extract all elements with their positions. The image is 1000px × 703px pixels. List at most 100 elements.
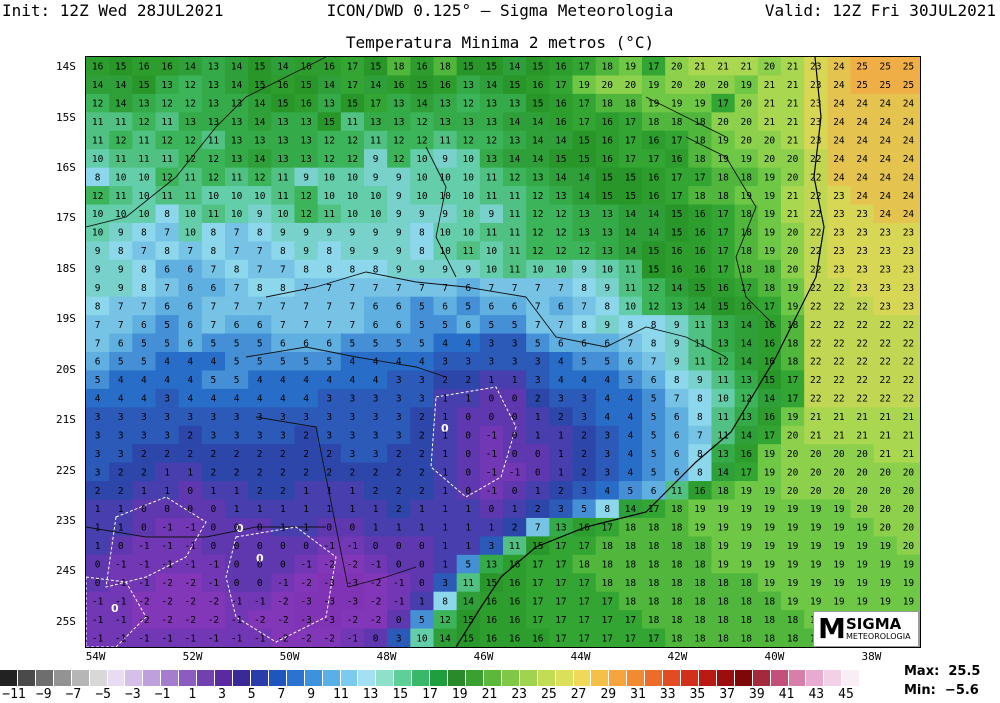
temperature-cell [294,388,319,408]
temperature-cell [248,388,272,408]
temperature-cell [896,315,920,335]
temperature-value: 14 [486,80,498,91]
temperature-cell [572,573,597,593]
temperature-cell [734,130,759,150]
temperature-value: 19 [764,449,776,460]
temperature-cell [757,591,782,611]
temperature-value: 19 [741,486,753,497]
temperature-value: 13 [741,375,752,386]
temperature-value: 15 [463,62,474,73]
temperature-value: 22 [880,375,891,386]
temperature-value: 8 [697,449,703,460]
temperature-value: 13 [138,99,149,110]
temperature-cell [734,591,759,611]
temperature-cell [734,222,759,242]
temperature-value: 13 [555,191,566,202]
temperature-value: 3 [326,412,332,423]
temperature-cell [757,112,782,132]
temperature-value: 5 [280,357,286,368]
temperature-cell [294,628,319,647]
temperature-value: 21 [903,430,915,441]
temperature-value: 19 [717,504,729,515]
temperature-value: 0 [419,578,425,589]
temperature-cell [294,481,319,501]
temperature-value: 11 [115,191,127,202]
temperature-value: 16 [555,62,567,73]
temperature-cell [317,591,342,611]
temperature-cell [827,296,852,316]
temperature-cell [665,407,689,427]
temperature-value: 8 [651,320,657,331]
temperature-value: 15 [625,172,636,183]
temperature-cell [132,536,157,556]
temperature-cell [804,481,828,501]
temperature-cell [364,628,388,647]
temperature-value: 5 [651,467,657,478]
temperature-cell [896,388,920,408]
temperature-cell [549,499,574,519]
temperature-value: 20 [856,504,868,515]
temperature-cell [642,388,666,408]
temperature-cell [642,57,666,77]
temperature-cell [850,591,875,611]
temperature-cell [642,352,666,372]
temperature-cell [271,130,296,150]
temperature-value: 7 [95,338,101,349]
temperature-value: 11 [185,172,197,183]
temperature-cell [109,130,133,150]
temperature-value: 23 [810,99,821,110]
temperature-cell [294,222,319,242]
temperature-value: 20 [671,62,683,73]
temperature-value: 22 [833,357,844,368]
temperature-value: 18 [671,117,683,128]
temperature-value: 18 [648,117,660,128]
temperature-value: 9 [442,154,448,165]
temperature-value: 14 [231,62,243,73]
color-scale-swatch [716,670,735,686]
temperature-value: 19 [903,578,915,589]
temperature-value: 2 [558,486,564,497]
temperature-cell [804,573,828,593]
temperature-value: 17 [602,633,613,644]
temperature-value: 12 [532,228,543,239]
temperature-cell [225,536,249,556]
temperature-value: 19 [694,504,706,515]
temperature-cell [618,204,643,224]
temperature-value: 17 [370,99,381,110]
temperature-value: 6 [604,338,610,349]
temperature-value: -1 [185,633,197,644]
temperature-cell [572,425,597,445]
temperature-cell [618,573,643,593]
temperature-value: 1 [465,504,471,515]
temperature-cell [225,241,249,261]
temperature-cell [827,278,852,298]
temperature-cell [201,628,226,647]
temperature-cell [896,333,920,353]
temperature-cell [572,57,597,77]
temperature-value: 9 [280,228,286,239]
temperature-value: 18 [787,615,799,626]
temperature-value: 16 [324,62,336,73]
latitude-label: 21S [56,413,76,427]
temperature-value: 23 [880,283,891,294]
temperature-value: 22 [810,228,821,239]
temperature-cell [896,57,920,77]
temperature-value: 17 [717,265,728,276]
temperature-cell [526,259,550,279]
min-value: Min: −5.6 [904,683,979,698]
temperature-value: 18 [717,486,729,497]
temperature-cell [595,204,620,224]
temperature-cell [387,388,411,408]
temperature-value: 14 [625,504,637,515]
temperature-cell [456,425,481,445]
temperature-cell [248,370,272,390]
temperature-value: 4 [257,394,263,405]
temperature-value: 9 [257,209,263,220]
temperature-value: 10 [416,154,428,165]
temperature-value: 7 [350,283,356,294]
temperature-cell [549,591,574,611]
temperature-cell [711,278,736,298]
max-value: Max: 25.5 [904,664,981,679]
temperature-value: 8 [581,283,587,294]
temperature-value: 25 [856,62,867,73]
